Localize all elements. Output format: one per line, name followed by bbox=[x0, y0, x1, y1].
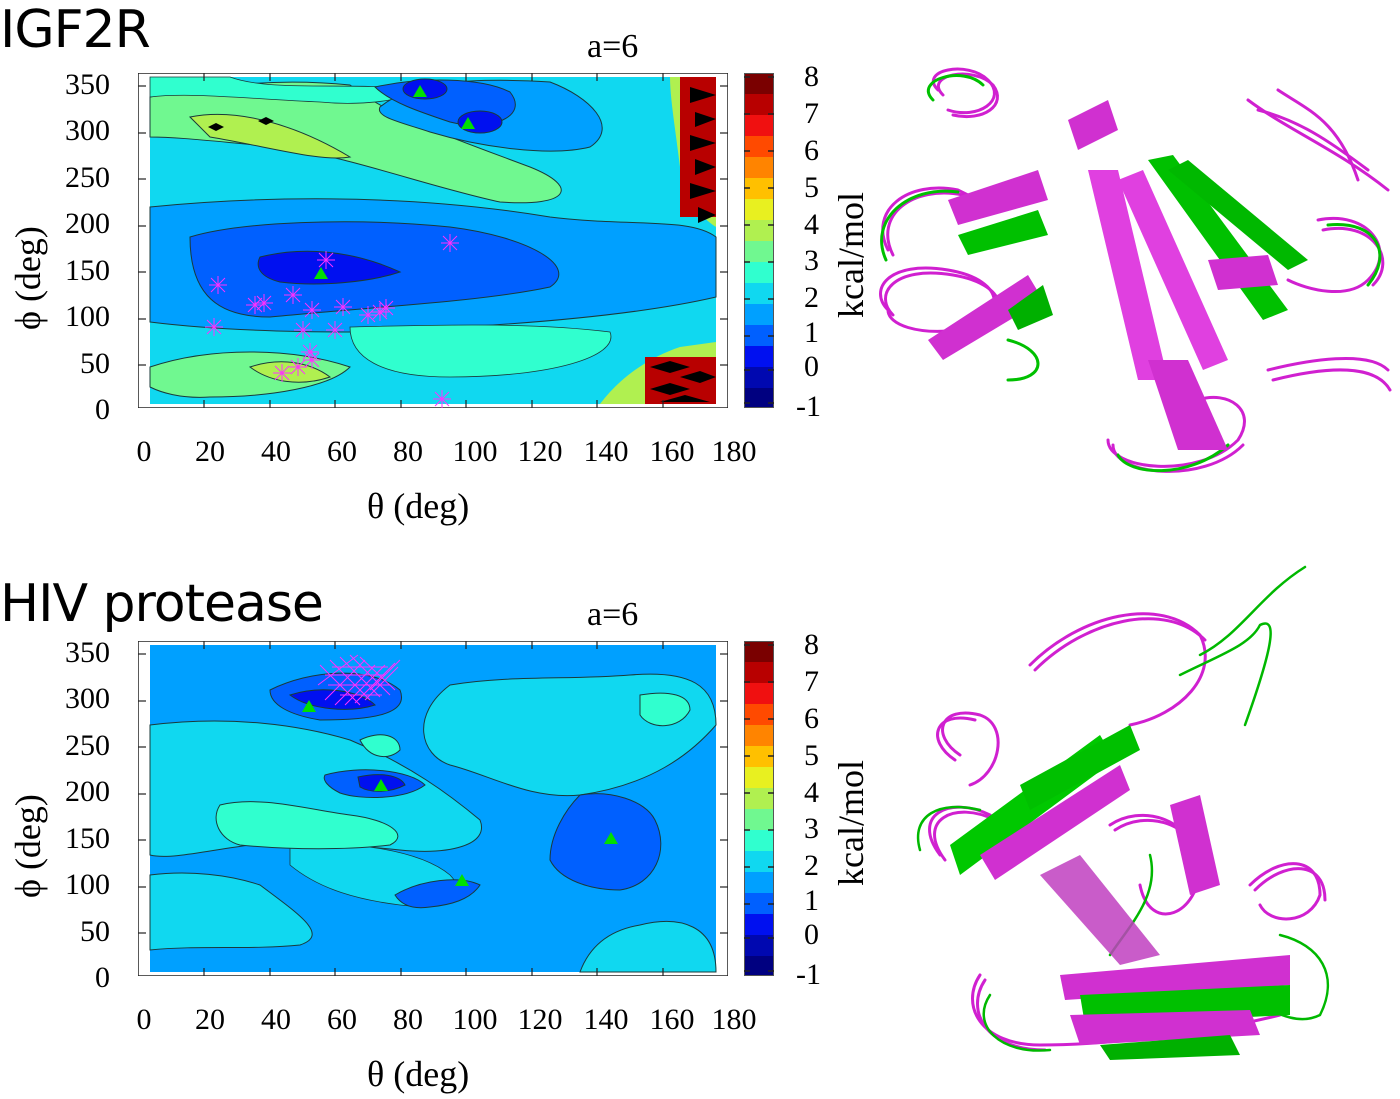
x-tick: 0 bbox=[136, 435, 152, 468]
colorbar-label-igf2r: kcal/mol bbox=[831, 192, 871, 318]
x-tick: 160 bbox=[649, 1003, 695, 1036]
colorbar-tick: 3 bbox=[804, 244, 819, 277]
x-tick: 120 bbox=[517, 435, 563, 468]
y-tick: 350 bbox=[65, 636, 110, 669]
colorbar-tick: 6 bbox=[804, 134, 819, 167]
y-tick: 100 bbox=[65, 300, 110, 333]
colorbar-tick: -1 bbox=[796, 958, 821, 991]
x-tick: 180 bbox=[711, 435, 757, 468]
y-tick: 200 bbox=[65, 207, 110, 240]
colorbar-igf2r bbox=[744, 73, 774, 408]
x-tick: 140 bbox=[583, 1003, 629, 1036]
x-axis-label-hiv-protease: θ (deg) bbox=[367, 1054, 470, 1094]
param-label-igf2r: a=6 bbox=[587, 28, 639, 65]
x-tick: 100 bbox=[452, 435, 498, 468]
colorbar-tick: 3 bbox=[804, 812, 819, 845]
colorbar-tick: 6 bbox=[804, 702, 819, 735]
x-axis-label-igf2r: θ (deg) bbox=[367, 486, 470, 526]
colorbar-tick: 5 bbox=[804, 739, 819, 772]
colorbar-tick: 5 bbox=[804, 171, 819, 204]
y-tick: 150 bbox=[65, 254, 110, 287]
x-tick: 20 bbox=[195, 435, 225, 468]
colorbar-tick: 8 bbox=[804, 60, 819, 93]
colorbar-tick: -1 bbox=[796, 390, 821, 423]
x-tick: 60 bbox=[327, 435, 357, 468]
colorbar-tick: 1 bbox=[804, 316, 819, 349]
y-tick: 300 bbox=[65, 114, 110, 147]
colorbar-tick: 4 bbox=[804, 776, 819, 809]
x-tick: 40 bbox=[261, 435, 291, 468]
panel-title-igf2r: IGF2R bbox=[0, 0, 151, 60]
x-tick: 20 bbox=[195, 1003, 225, 1036]
protein-structure-hiv-protease bbox=[900, 555, 1360, 1075]
x-tick: 100 bbox=[452, 1003, 498, 1036]
colorbar-tick: 0 bbox=[804, 918, 819, 951]
y-tick: 0 bbox=[95, 393, 110, 426]
colorbar-tick: 1 bbox=[804, 884, 819, 917]
y-tick: 300 bbox=[65, 682, 110, 715]
colorbar-tick: 2 bbox=[804, 849, 819, 882]
colorbar-tick: 0 bbox=[804, 350, 819, 383]
x-tick: 80 bbox=[393, 1003, 423, 1036]
contour-plot-hiv-protease bbox=[138, 641, 728, 976]
colorbar-tick: 8 bbox=[804, 628, 819, 661]
colorbar-hiv-protease bbox=[744, 641, 774, 976]
colorbar-tick: 4 bbox=[804, 208, 819, 241]
y-tick: 350 bbox=[65, 68, 110, 101]
panel-title-hiv-protease: HIV protease bbox=[0, 574, 324, 634]
x-tick: 120 bbox=[517, 1003, 563, 1036]
colorbar-label-hiv-protease: kcal/mol bbox=[831, 760, 871, 886]
x-tick: 0 bbox=[136, 1003, 152, 1036]
colorbar-tick: 2 bbox=[804, 281, 819, 314]
x-tick: 40 bbox=[261, 1003, 291, 1036]
x-tick: 180 bbox=[711, 1003, 757, 1036]
y-tick: 0 bbox=[95, 961, 110, 994]
y-tick: 100 bbox=[65, 868, 110, 901]
x-tick: 160 bbox=[649, 435, 695, 468]
y-tick: 250 bbox=[65, 729, 110, 762]
x-tick: 140 bbox=[583, 435, 629, 468]
x-tick: 80 bbox=[393, 435, 423, 468]
y-tick: 250 bbox=[65, 161, 110, 194]
y-tick: 150 bbox=[65, 822, 110, 855]
y-tick: 50 bbox=[80, 915, 110, 948]
param-label-hiv-protease: a=6 bbox=[587, 596, 639, 633]
x-tick: 60 bbox=[327, 1003, 357, 1036]
contour-plot-igf2r bbox=[138, 73, 728, 408]
colorbar-tick: 7 bbox=[804, 665, 819, 698]
colorbar-tick: 7 bbox=[804, 97, 819, 130]
y-tick: 50 bbox=[80, 347, 110, 380]
y-tick: 200 bbox=[65, 775, 110, 808]
protein-structure-igf2r bbox=[868, 60, 1400, 485]
